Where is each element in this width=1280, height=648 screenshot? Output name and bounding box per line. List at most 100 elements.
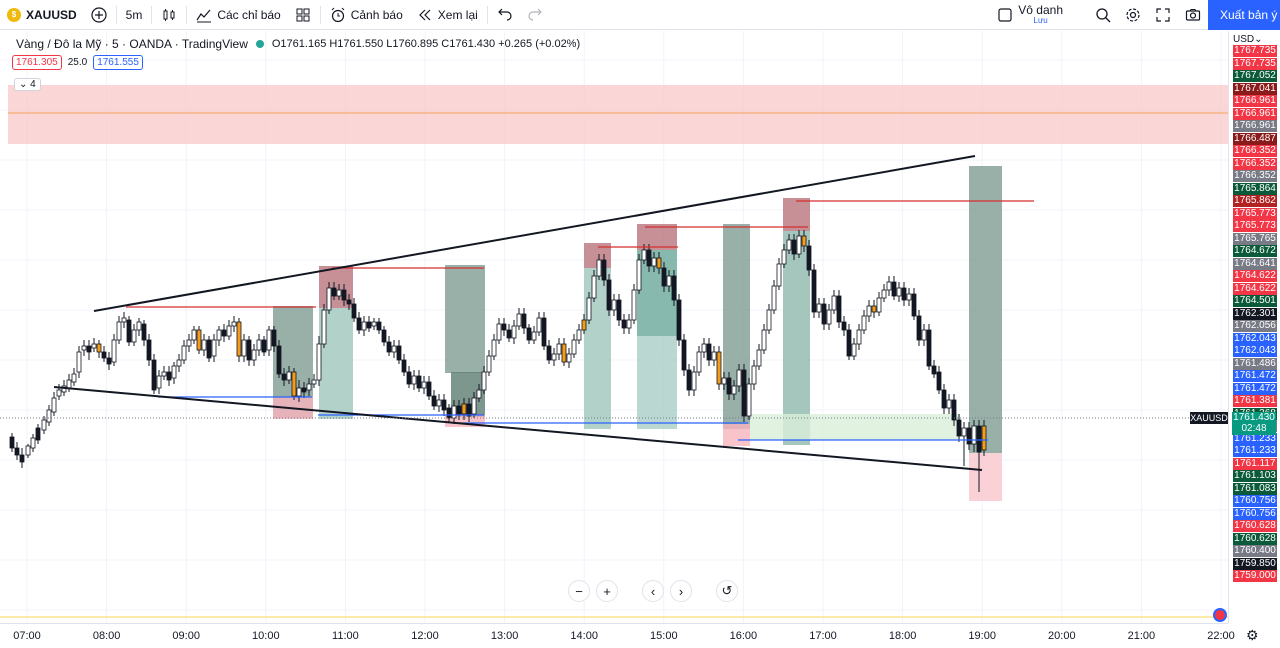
- publish-idea-button[interactable]: Xuất bản ý t: [1208, 0, 1280, 30]
- candle-body: [931, 365, 937, 375]
- candle-body: [706, 343, 712, 361]
- candle-body: [546, 345, 552, 361]
- price-label: 1761.233: [1233, 432, 1277, 445]
- scroll-left-button[interactable]: ‹: [642, 580, 664, 602]
- candle-body: [416, 375, 422, 389]
- price-label: 1760.756: [1233, 507, 1277, 520]
- candle-body: [476, 389, 482, 399]
- candle-body: [336, 289, 342, 297]
- spread-value: 25.0: [67, 57, 88, 68]
- chart-pane[interactable]: [0, 31, 1228, 623]
- candle-body: [501, 323, 507, 331]
- candle-body: [431, 395, 437, 407]
- price-label: 1766.352: [1233, 157, 1277, 170]
- divider: [115, 5, 117, 24]
- candle-body: [526, 327, 532, 341]
- compare-button[interactable]: [84, 0, 114, 30]
- candle-body: [126, 319, 132, 343]
- zoom-out-button[interactable]: −: [568, 580, 590, 602]
- candle-body: [386, 341, 392, 353]
- candle-body: [811, 269, 817, 313]
- candle-body: [331, 287, 337, 297]
- candle-body: [576, 329, 582, 341]
- candle-body: [761, 329, 767, 351]
- candle-body: [751, 365, 757, 385]
- redo-button[interactable]: [520, 0, 550, 30]
- candle-body: [171, 365, 177, 379]
- candle-body: [721, 377, 727, 385]
- position-box: [969, 453, 1002, 501]
- candle-body: [201, 339, 207, 351]
- candle-body: [966, 427, 972, 445]
- sell-button[interactable]: 1761.305: [12, 55, 62, 70]
- snapshot-button[interactable]: [1178, 0, 1208, 30]
- layout-name-button[interactable]: Vô danh Lưu: [990, 0, 1070, 30]
- candle-body: [496, 323, 502, 341]
- candle-body: [976, 425, 982, 453]
- price-label: 1761.472: [1233, 382, 1277, 395]
- candlesticks: [9, 230, 987, 492]
- candle-body: [601, 259, 607, 281]
- candle-body: [851, 343, 857, 357]
- price-label: 1766.352: [1233, 170, 1277, 182]
- candle-body: [391, 345, 397, 353]
- price-label: 1764.672: [1233, 245, 1277, 257]
- candle-body: [456, 405, 462, 415]
- layout-name-label: Vô danh: [1018, 3, 1063, 17]
- indicators-collapse-toggle[interactable]: ⌄ 4: [14, 78, 41, 91]
- candle-body: [631, 289, 637, 321]
- buy-button[interactable]: 1761.555: [93, 55, 143, 70]
- candle-body: [886, 281, 892, 291]
- alert-button[interactable]: Cảnh báo: [323, 0, 410, 30]
- chart-type-button[interactable]: [154, 0, 184, 30]
- undo-button[interactable]: [490, 0, 520, 30]
- position-box: [445, 265, 485, 373]
- candle-body: [411, 375, 417, 385]
- candle-body: [826, 309, 832, 325]
- reset-chart-button[interactable]: ↺: [716, 580, 738, 602]
- settings-button[interactable]: [1118, 0, 1148, 30]
- templates-button[interactable]: [288, 0, 318, 30]
- candle-body: [361, 321, 367, 331]
- candle-body: [566, 353, 572, 363]
- replay-button[interactable]: Xem lại: [410, 0, 485, 30]
- gold-coin-icon: $: [7, 7, 21, 22]
- price-scale[interactable]: USD⌄ 1767.735 1767.735 1767.052 1767.041 176…: [1228, 31, 1280, 623]
- scroll-right-button[interactable]: ›: [670, 580, 692, 602]
- symbol-search[interactable]: $ XAUUSD: [0, 0, 84, 30]
- candle-body: [521, 313, 527, 329]
- price-label: 1767.735: [1233, 57, 1277, 70]
- candle-body: [256, 339, 262, 351]
- time-label: 08:00: [92, 630, 121, 642]
- candle-body: [51, 397, 57, 413]
- candle-body: [951, 399, 957, 421]
- currency-selector[interactable]: USD⌄: [1233, 34, 1263, 45]
- candle-body: [71, 373, 77, 383]
- candle-body: [606, 279, 612, 311]
- candle-body: [786, 239, 792, 251]
- price-label: 1766.961: [1233, 95, 1277, 107]
- candle-body: [166, 371, 172, 381]
- series-title[interactable]: Vàng / Đô la Mỹ · 5 · OANDA · TradingVie…: [16, 37, 248, 51]
- currency-flag-icon[interactable]: [1213, 608, 1227, 622]
- candle-body: [371, 321, 377, 327]
- time-label: 18:00: [888, 630, 917, 642]
- fullscreen-button[interactable]: [1148, 0, 1178, 30]
- search-button[interactable]: [1088, 0, 1118, 30]
- price-label: 1765.862: [1233, 195, 1277, 207]
- candle-body: [146, 339, 152, 361]
- time-axis[interactable]: 07:00 08:00 09:00 10:00 11:00 12:00 13:00 14:00…: [0, 623, 1235, 648]
- indicators-button[interactable]: Các chỉ báo: [189, 0, 287, 30]
- interval-button[interactable]: 5m: [125, 7, 143, 22]
- zoom-in-button[interactable]: +: [596, 580, 618, 602]
- candle-body: [831, 295, 837, 311]
- chart-settings-gear-icon[interactable]: ⚙: [1246, 627, 1259, 643]
- candle-body: [926, 329, 932, 367]
- candle-body: [586, 297, 592, 321]
- candle-body: [866, 305, 872, 317]
- price-chart[interactable]: [0, 31, 1228, 623]
- candle-body: [96, 343, 102, 353]
- add-circle-icon: [91, 6, 107, 23]
- candle-body: [776, 263, 782, 287]
- candle-body: [741, 369, 747, 417]
